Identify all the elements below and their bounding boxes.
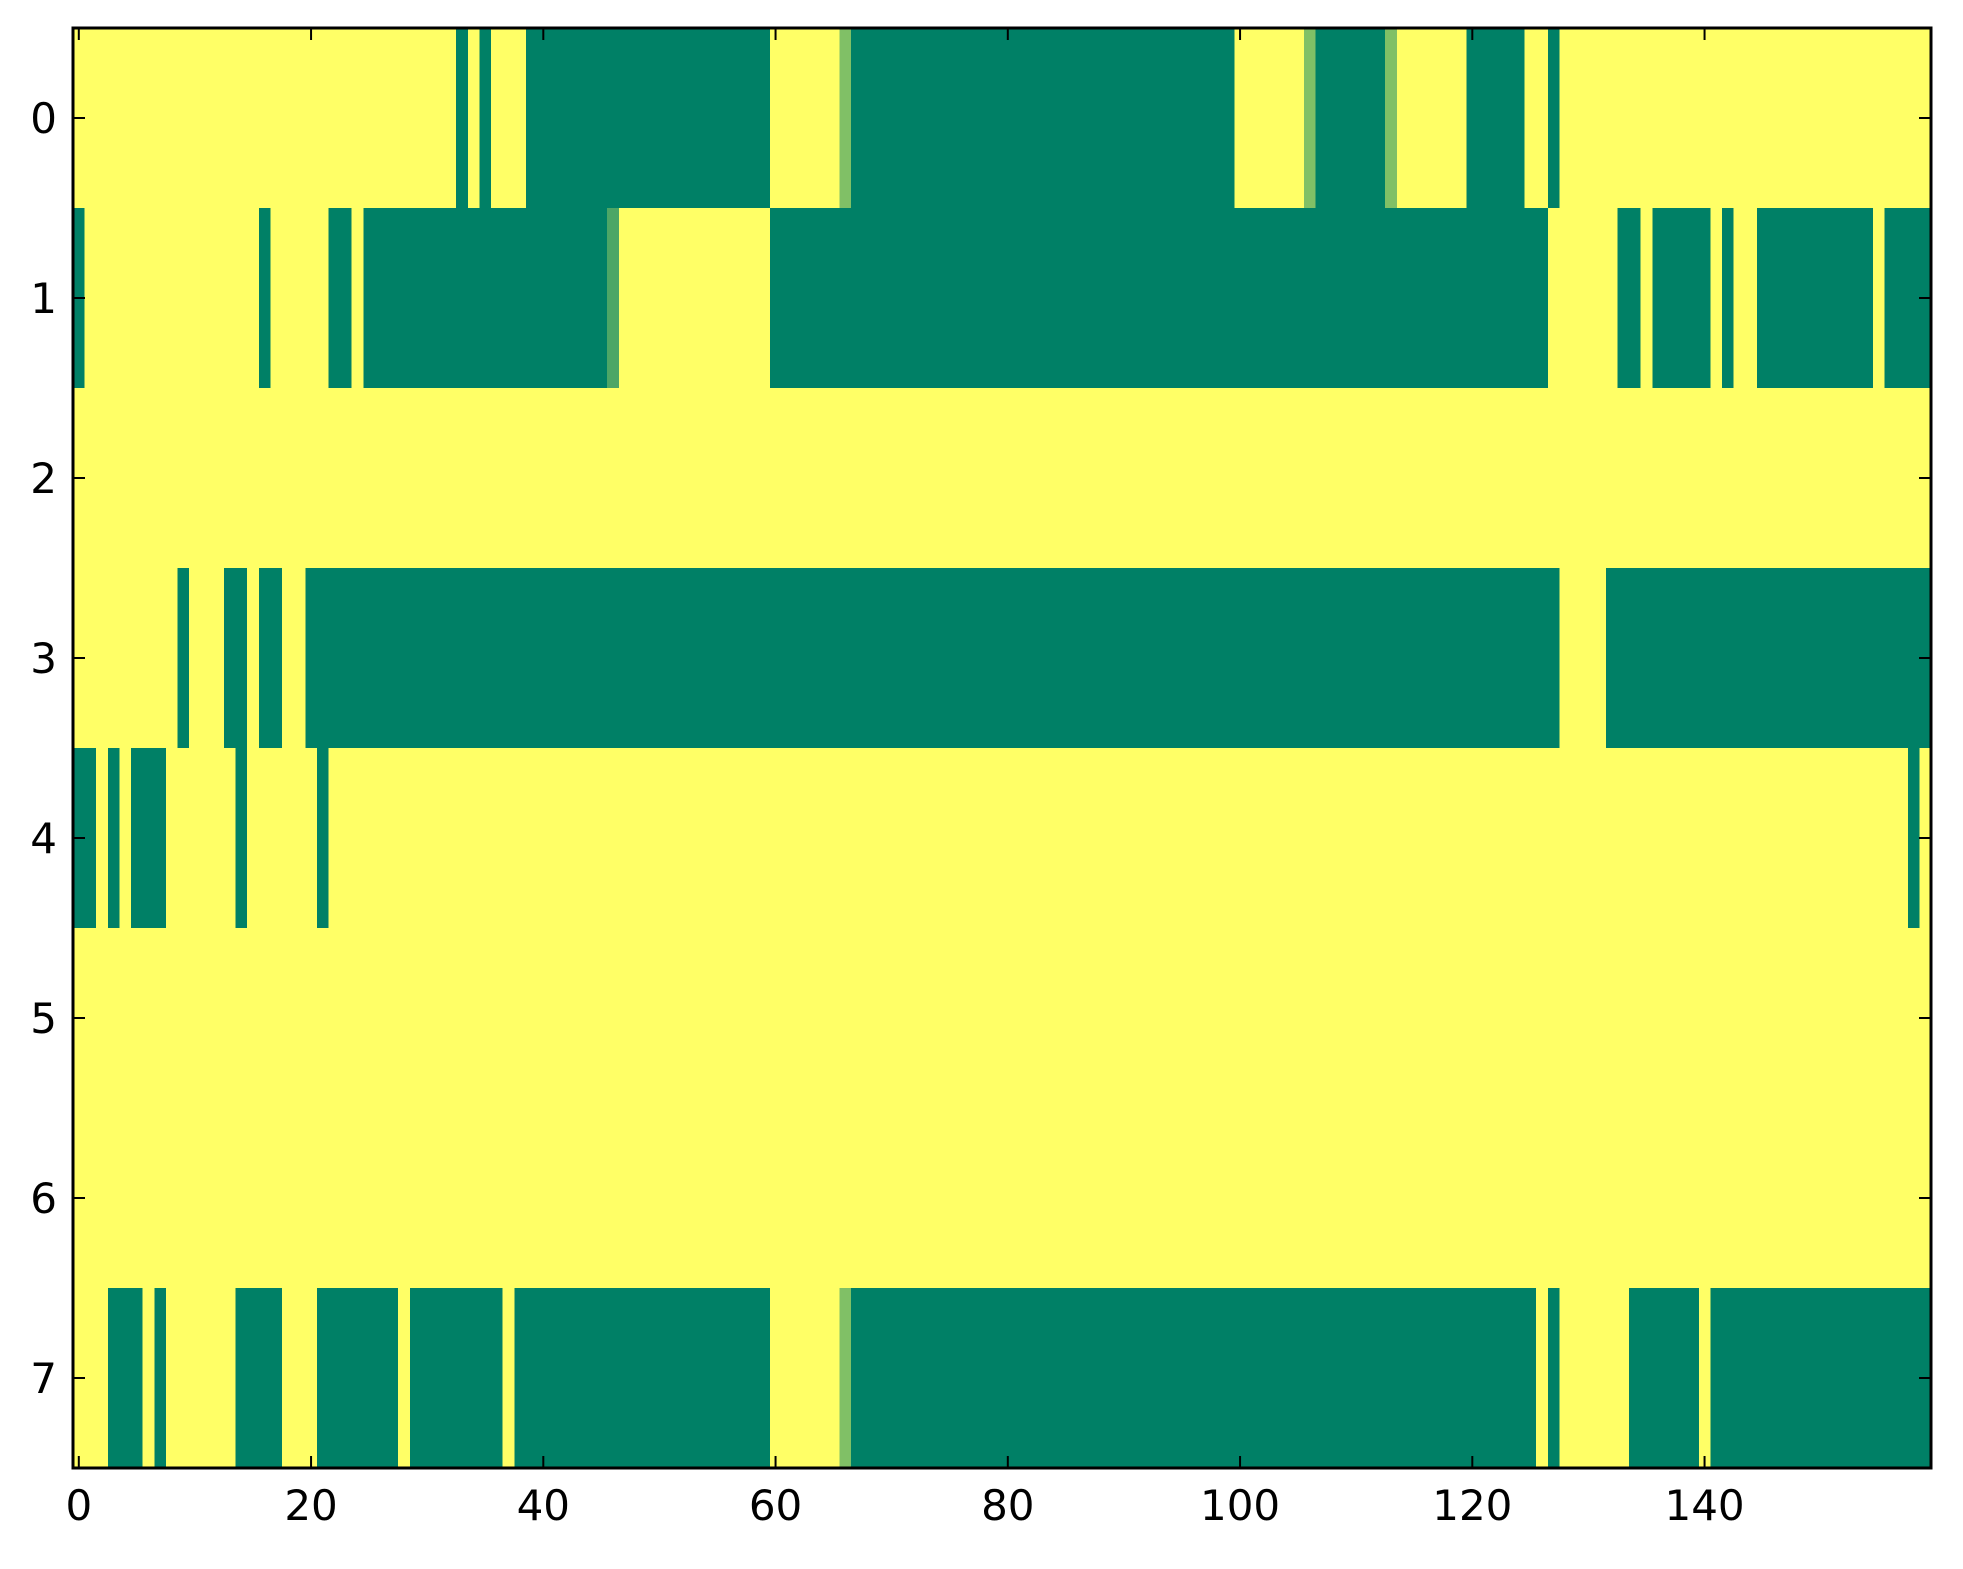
- axis-ticks: [73, 28, 1931, 1468]
- heatmap-cell-row-0-seg-3: [839, 28, 852, 208]
- heatmap-cell-row-1-seg-8: [1721, 208, 1734, 388]
- heatmap-cell-row-7-seg-10: [1710, 1288, 1931, 1468]
- heatmap-cell-row-7-seg-9: [1629, 1288, 1699, 1468]
- heatmap-cell-row-3-seg-3: [305, 568, 1560, 748]
- heatmap-cell-row-0-seg-1: [479, 28, 492, 208]
- y-tick-label: 6: [30, 1174, 57, 1223]
- heatmap-cell-row-0-seg-6: [1315, 28, 1386, 208]
- heatmap-cell-row-7-seg-4: [409, 1288, 503, 1468]
- heatmap-cell-row-1-seg-9: [1756, 208, 1873, 388]
- y-tick-label: 5: [30, 994, 57, 1043]
- heatmap-cell-row-4-seg-1: [107, 748, 120, 928]
- heatmap-cell-row-3-seg-4: [1605, 568, 1931, 748]
- heatmap-cell-row-7-seg-7: [851, 1288, 1537, 1468]
- heatmap-cell-row-7-seg-2: [235, 1288, 283, 1468]
- heatmap-cell-row-0-seg-2: [525, 28, 770, 208]
- x-tick-label: 60: [749, 1481, 802, 1530]
- heatmap-cell-row-7-seg-6: [839, 1288, 852, 1468]
- heatmap-cell-row-1-seg-7: [1652, 208, 1711, 388]
- heatmap-cell-row-7-seg-3: [316, 1288, 399, 1468]
- heatmap-cell-row-4-seg-4: [316, 748, 329, 928]
- heatmap-cell-row-4-seg-5: [1907, 748, 1920, 928]
- heatmap-row-4-background: [73, 748, 1931, 928]
- x-tick-label: 80: [981, 1481, 1034, 1530]
- plot-frame: [71, 26, 1933, 1470]
- heatmap-cell-row-7-seg-1: [154, 1288, 166, 1468]
- heatmap-cell-row-4-seg-2: [131, 748, 166, 928]
- heatmap-cell-row-3-seg-0: [177, 568, 190, 748]
- heatmap-row-2-background: [73, 388, 1931, 568]
- x-tick-label: 120: [1432, 1481, 1512, 1530]
- x-tick-label: 100: [1200, 1481, 1280, 1530]
- heatmap-cell-row-0-seg-7: [1385, 28, 1397, 208]
- heatmap-cell-row-3-seg-2: [258, 568, 283, 748]
- heatmap-cell-row-1-seg-2: [328, 208, 352, 388]
- x-tick-label: 40: [517, 1481, 570, 1530]
- heatmap-row-6-background: [73, 1108, 1931, 1288]
- heatmap-cell-row-0-seg-4: [851, 28, 1235, 208]
- heatmap-cell-row-1-seg-5: [769, 208, 1548, 388]
- heatmap-cell-row-4-seg-3: [235, 748, 248, 928]
- heatmap-cell-row-1-seg-4: [607, 208, 619, 388]
- x-tick-label: 20: [284, 1481, 337, 1530]
- y-tick-label: 1: [30, 274, 57, 323]
- heatmap-cells: [73, 28, 1931, 1468]
- heatmap-cell-row-0-seg-8: [1466, 28, 1525, 208]
- y-tick-label: 0: [30, 94, 57, 143]
- heatmap-cell-row-0-seg-0: [456, 28, 468, 208]
- heatmap-cell-row-1-seg-1: [258, 208, 271, 388]
- heatmap-cell-row-7-seg-0: [107, 1288, 143, 1468]
- heatmap-cell-row-1-seg-6: [1617, 208, 1641, 388]
- axis-tick-labels: 0 20 40 60 80 100 120 140 0 1 2 3 4 5 6 7: [30, 94, 1744, 1530]
- heatmap-row-5-background: [73, 928, 1931, 1108]
- heatmap-cell-row-7-seg-8: [1547, 1288, 1560, 1468]
- x-tick-label: 140: [1664, 1481, 1744, 1530]
- heatmap-cell-row-7-seg-5: [514, 1288, 770, 1468]
- y-tick-label: 2: [30, 454, 57, 503]
- y-tick-label: 4: [30, 814, 57, 863]
- y-tick-label: 3: [30, 634, 57, 683]
- heatmap-cell-row-3-seg-1: [223, 568, 248, 748]
- heatmap-cell-row-0-seg-5: [1303, 28, 1316, 208]
- heatmap-cell-row-0-seg-9: [1547, 28, 1560, 208]
- y-tick-label: 7: [30, 1354, 57, 1403]
- heatmap-cell-row-1-seg-3: [363, 208, 608, 388]
- x-tick-label: 0: [65, 1481, 92, 1530]
